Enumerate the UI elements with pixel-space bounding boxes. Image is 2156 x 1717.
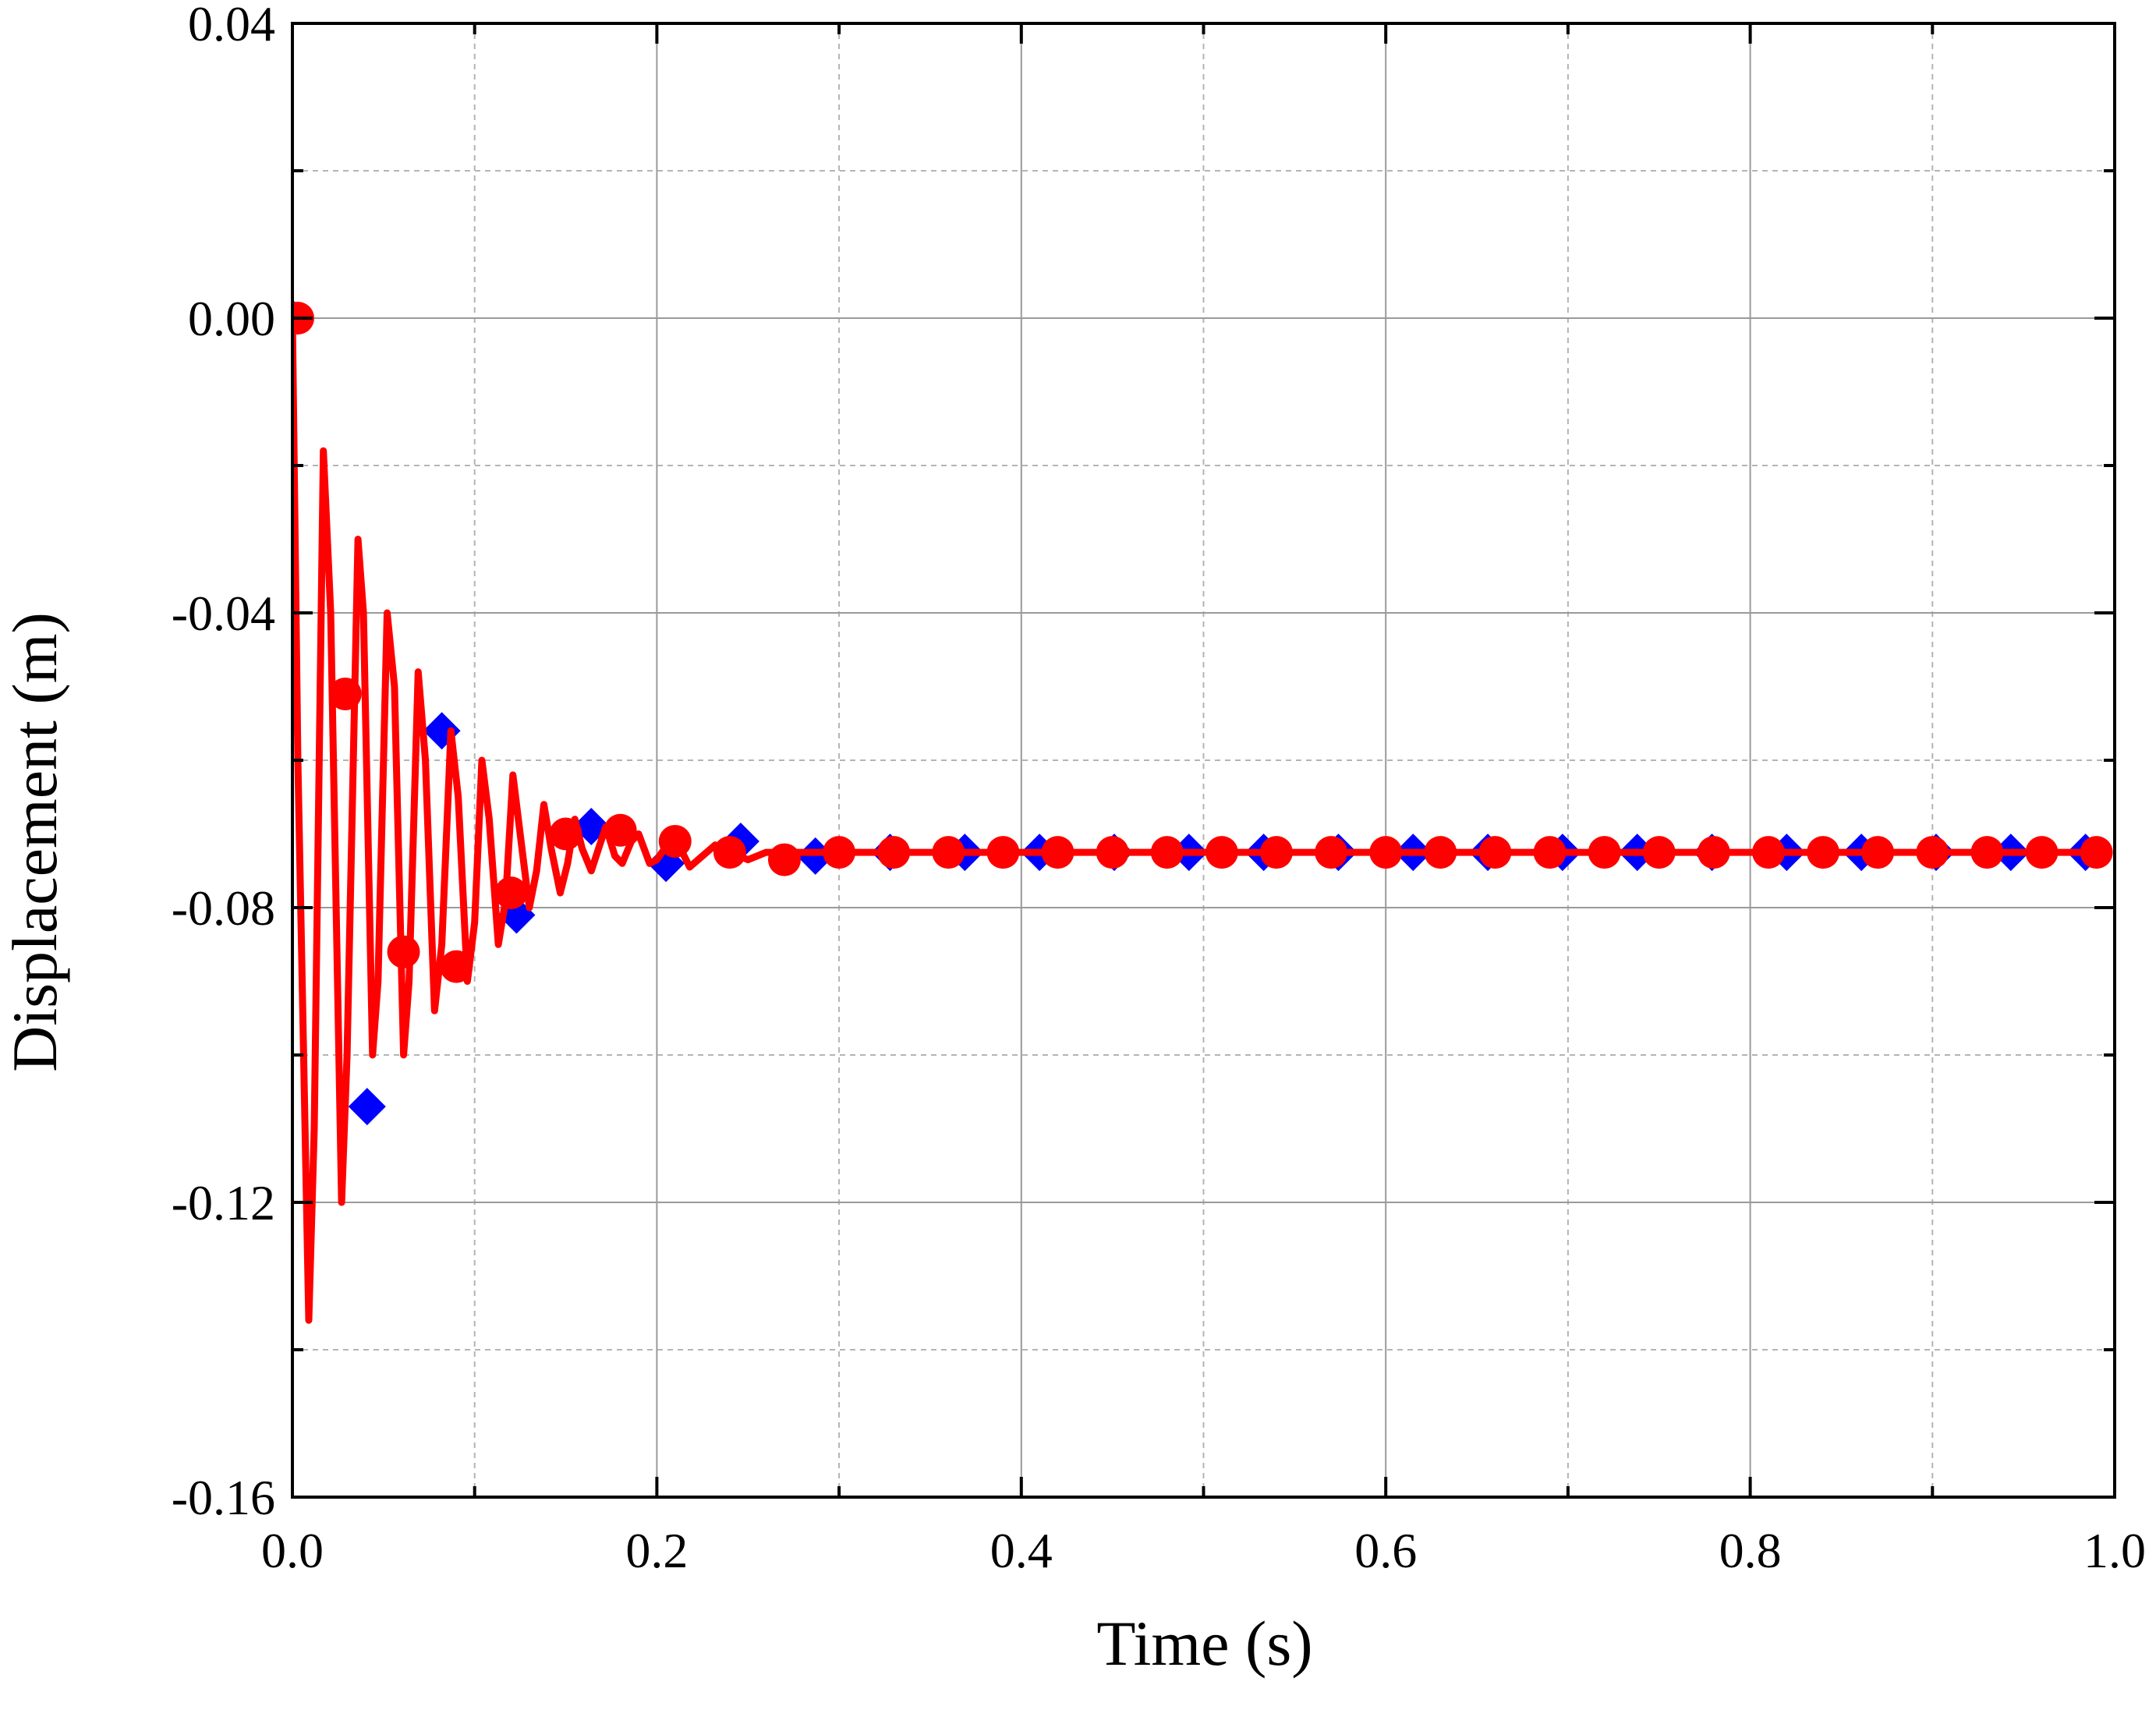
red-circle-marker xyxy=(823,836,856,869)
red-circle-marker xyxy=(1916,836,1949,869)
red-circle-marker xyxy=(1970,836,2004,869)
red-circle-marker xyxy=(2025,836,2059,869)
red-circle-marker xyxy=(877,836,911,869)
x-tick-label: 0.4 xyxy=(990,1523,1053,1578)
red-series-line xyxy=(292,314,2101,1324)
y-tick-label: -0.12 xyxy=(172,1175,275,1230)
x-tick-label: 0.0 xyxy=(261,1523,324,1578)
y-tick-label: -0.04 xyxy=(172,586,275,641)
red-circle-marker xyxy=(1533,836,1567,869)
x-axis-title: Time (s) xyxy=(1096,1608,1312,1679)
red-circle-marker xyxy=(986,836,1020,869)
red-circle-marker xyxy=(549,817,582,851)
red-circle-marker xyxy=(1315,836,1348,869)
red-circle-marker xyxy=(1642,836,1676,869)
series-red xyxy=(292,302,2113,1324)
red-circle-marker xyxy=(1041,836,1074,869)
red-circle-marker xyxy=(387,935,420,968)
x-tick-label: 1.0 xyxy=(2083,1523,2146,1578)
grid xyxy=(292,23,2115,1497)
red-circle-marker xyxy=(1096,836,1129,869)
red-circle-marker xyxy=(1588,836,1621,869)
y-tick-label: -0.16 xyxy=(172,1470,275,1525)
x-tick-label: 0.2 xyxy=(625,1523,688,1578)
red-circle-marker xyxy=(1807,836,1840,869)
red-circle-marker xyxy=(713,836,746,869)
y-tick-label: -0.08 xyxy=(172,880,275,936)
red-circle-marker xyxy=(1424,836,1457,869)
red-circle-marker xyxy=(1259,836,1293,869)
axis-ticks xyxy=(291,22,2116,1499)
red-circle-marker xyxy=(494,876,528,910)
red-circle-marker xyxy=(658,824,692,858)
red-circle-marker xyxy=(932,836,965,869)
red-circle-marker xyxy=(1150,836,1184,869)
red-circle-marker xyxy=(604,813,637,847)
red-circle-marker xyxy=(1751,836,1785,869)
y-tick-label: 0.04 xyxy=(188,0,275,51)
x-tick-label: 0.8 xyxy=(1719,1523,1782,1578)
x-tick-labels: 0.0 0.2 0.4 0.6 0.8 1.0 xyxy=(261,1523,2146,1578)
red-circle-marker xyxy=(1861,836,1895,869)
x-tick-label: 0.6 xyxy=(1354,1523,1417,1578)
y-tick-label: 0.00 xyxy=(188,291,275,346)
plot-frame xyxy=(291,22,2116,1499)
red-circle-marker xyxy=(2080,836,2113,869)
y-axis-title: Displacement (m) xyxy=(0,612,70,1072)
y-tick-labels: 0.04 0.00 -0.04 -0.08 -0.12 -0.16 xyxy=(172,0,275,1525)
red-circle-marker xyxy=(328,677,362,710)
red-circle-marker xyxy=(1369,836,1403,869)
red-circle-marker xyxy=(1697,836,1730,869)
series-blue-diamonds xyxy=(292,299,2105,1126)
red-circle-marker xyxy=(440,950,473,983)
red-circle-marker xyxy=(1478,836,1512,869)
red-circle-marker xyxy=(767,843,801,876)
red-circle-marker xyxy=(1205,836,1238,869)
series-layer xyxy=(292,299,2113,1324)
blue-diamond-marker xyxy=(348,1088,386,1126)
